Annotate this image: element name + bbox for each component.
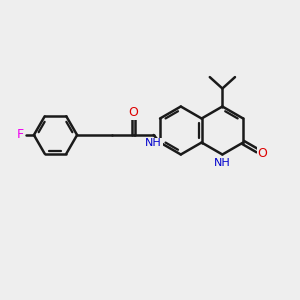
Text: O: O: [258, 147, 268, 160]
Text: O: O: [129, 106, 138, 119]
Text: NH: NH: [214, 158, 231, 169]
Text: NH: NH: [145, 138, 162, 148]
Text: F: F: [16, 128, 24, 142]
